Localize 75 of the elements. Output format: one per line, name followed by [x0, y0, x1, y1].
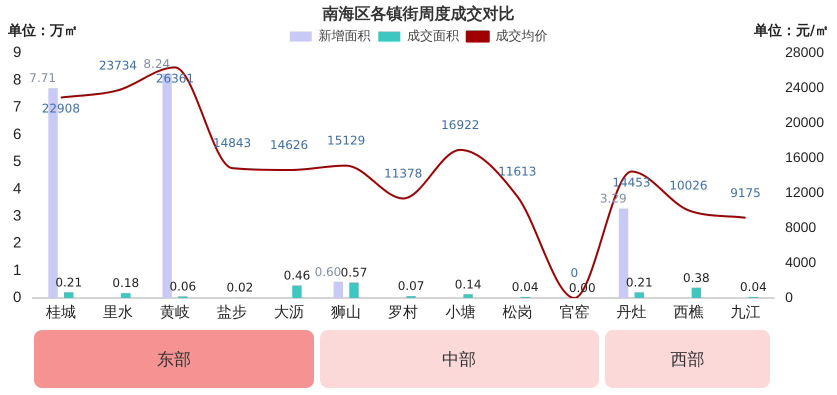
- y2-tick-label: 28000: [785, 44, 824, 60]
- y-tick-label: 3: [13, 207, 22, 224]
- y-tick-label: 5: [13, 153, 22, 170]
- data-label: 0: [570, 266, 578, 280]
- x-tick-label: 丹灶: [616, 304, 646, 322]
- data-label: 10026: [669, 178, 708, 192]
- data-label: 0.21: [55, 275, 82, 290]
- data-label: 0.02: [226, 280, 254, 295]
- y2-tick-label: 24000: [785, 78, 824, 95]
- x-tick-label: 狮山: [331, 304, 362, 322]
- x-tick-label: 松岗: [502, 304, 532, 322]
- legend-label: 成交面积: [406, 28, 459, 44]
- y-tick-label: 4: [13, 180, 22, 198]
- x-tick-label: 里水: [102, 304, 133, 322]
- data-label: 0.04: [512, 280, 539, 294]
- data-label: 16922: [441, 118, 480, 132]
- data-label: 0.60: [314, 264, 342, 279]
- data-label: 0.18: [112, 276, 140, 290]
- x-tick-label: 罗村: [388, 304, 418, 322]
- chart-title: 南海区各镇街周度成交对比: [322, 4, 514, 23]
- bar: [349, 282, 359, 298]
- x-tick-label: 西樵: [673, 304, 704, 322]
- legend-label: 成交均价: [495, 28, 548, 44]
- x-tick-label: 盐步: [217, 304, 248, 322]
- bar: [334, 282, 344, 298]
- data-label: 0.38: [682, 270, 710, 285]
- x-tick-label: 大沥: [274, 304, 304, 322]
- bar: [692, 288, 702, 298]
- bar: [618, 208, 628, 298]
- text: 东部: [34, 330, 314, 388]
- y-tick-label: 2: [13, 234, 22, 252]
- y-tick-label: 8: [13, 71, 22, 88]
- y2-tick-label: 12000: [785, 184, 824, 200]
- x-tick-label: 官窑: [559, 304, 590, 322]
- data-label: 14843: [212, 136, 252, 150]
- x-tick-label: 九江: [730, 304, 761, 322]
- data-label: 15129: [327, 134, 366, 148]
- y-tick-label: 7: [13, 98, 22, 116]
- x-tick-label: 黄岐: [160, 304, 190, 322]
- bar: [121, 293, 130, 298]
- y-tick-label: 6: [13, 126, 22, 143]
- y-axis-title: 单位：万㎡: [8, 22, 78, 40]
- data-label: 23734: [98, 58, 138, 72]
- data-label: 8.24: [143, 56, 170, 71]
- data-label: 11613: [498, 164, 536, 179]
- text: 中部: [320, 330, 599, 388]
- y2-axis-title: 单位：元/㎡: [754, 22, 829, 40]
- data-label: 14626: [270, 138, 308, 152]
- data-label: 22908: [42, 102, 80, 116]
- y-tick-label: 9: [13, 44, 22, 62]
- y2-tick-label: 16000: [785, 148, 824, 165]
- data-label: 0.07: [398, 279, 424, 294]
- data-label: 11378: [384, 166, 422, 181]
- data-label: 0.21: [626, 275, 653, 290]
- legend-label: 新增面积: [318, 28, 370, 44]
- data-label: 0.04: [740, 280, 767, 294]
- y-tick-label: 0: [13, 289, 22, 306]
- y-tick-label: 1: [13, 262, 22, 279]
- text: 西部: [604, 330, 770, 388]
- bar: [634, 292, 644, 298]
- data-label: 0.14: [454, 277, 482, 292]
- x-tick-label: 桂城: [44, 304, 76, 322]
- y2-tick-label: 0: [785, 288, 794, 305]
- y2-tick-label: 8000: [785, 218, 816, 235]
- bar: [292, 285, 302, 298]
- data-label: 0.57: [340, 266, 368, 280]
- data-label: 9175: [730, 186, 761, 200]
- x-tick-label: 小塘: [445, 304, 476, 322]
- y2-tick-label: 20000: [785, 114, 824, 130]
- y2-tick-label: 4000: [785, 254, 816, 270]
- bar: [64, 292, 74, 298]
- data-label: 7.71: [29, 71, 56, 86]
- data-label: 0.06: [169, 279, 196, 294]
- bar: [463, 294, 473, 298]
- data-label: 0.46: [284, 268, 310, 283]
